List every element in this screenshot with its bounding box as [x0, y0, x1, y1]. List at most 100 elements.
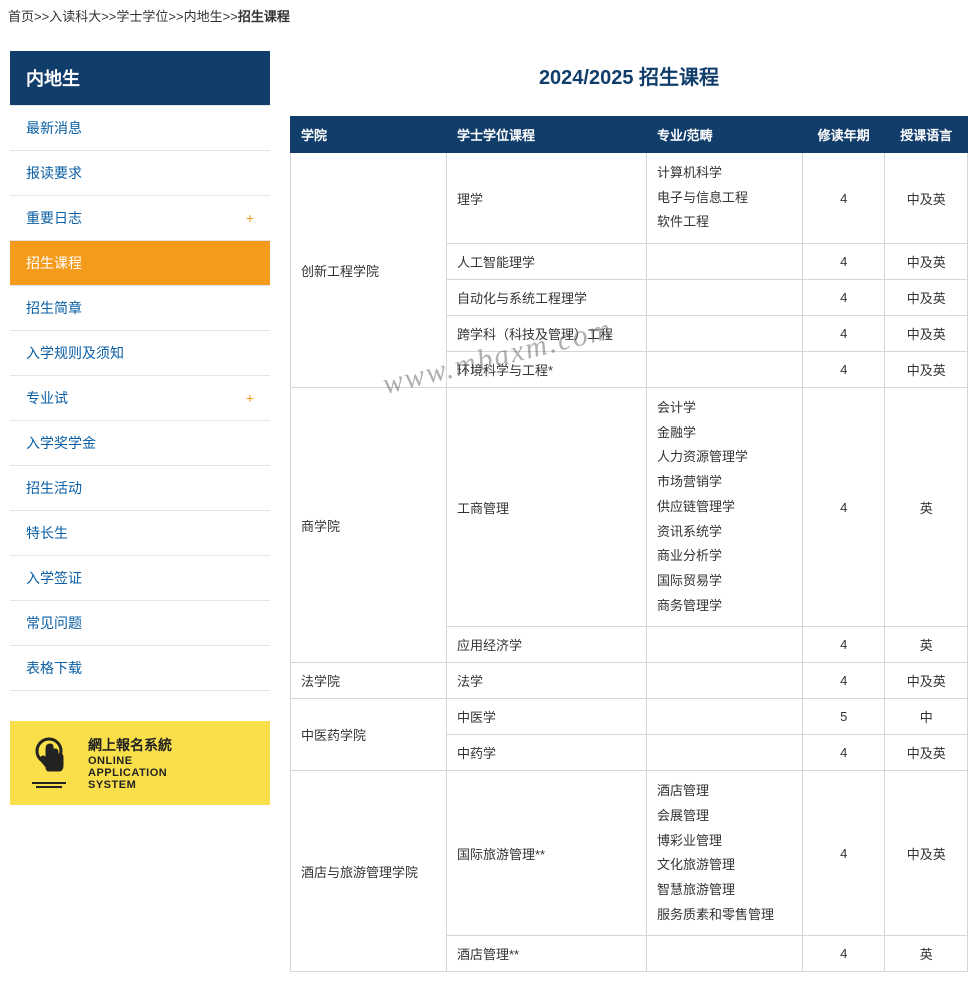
sidebar-item[interactable]: 最新消息 — [10, 105, 270, 151]
faculty-cell: 创新工程学院 — [291, 153, 447, 388]
faculty-cell: 酒店与旅游管理学院 — [291, 771, 447, 972]
language-cell: 中及英 — [885, 352, 968, 388]
major-cell: 酒店管理会展管理博彩业管理文化旅游管理智慧旅游管理服务质素和零售管理 — [646, 771, 802, 936]
sidebar-item-label: 招生简章 — [26, 298, 82, 318]
table-row: 酒店与旅游管理学院国际旅游管理**酒店管理会展管理博彩业管理文化旅游管理智慧旅游… — [291, 771, 968, 936]
table-header-cell: 学士学位课程 — [446, 117, 646, 153]
breadcrumb-link[interactable]: 内地生 — [184, 9, 223, 24]
years-cell: 5 — [802, 699, 885, 735]
sidebar-title: 内地生 — [10, 51, 270, 105]
language-cell: 中及英 — [885, 663, 968, 699]
language-cell: 中及英 — [885, 153, 968, 244]
program-cell: 国际旅游管理** — [446, 771, 646, 936]
language-cell: 英 — [885, 936, 968, 972]
major-cell — [646, 663, 802, 699]
program-cell: 环境科学与工程* — [446, 352, 646, 388]
breadcrumb-sep: >> — [168, 9, 183, 24]
sidebar-item-label: 入学奖学金 — [26, 433, 96, 453]
language-cell: 中及英 — [885, 771, 968, 936]
sidebar-item[interactable]: 报读要求 — [10, 151, 270, 196]
years-cell: 4 — [802, 388, 885, 627]
sidebar-item[interactable]: 招生活动 — [10, 466, 270, 511]
table-row: 创新工程学院理学计算机科学电子与信息工程软件工程4中及英 — [291, 153, 968, 244]
major-cell: 会计学金融学人力资源管理学市场营销学供应链管理学资讯系统学商业分析学国际贸易学商… — [646, 388, 802, 627]
years-cell: 4 — [802, 244, 885, 280]
language-cell: 英 — [885, 388, 968, 627]
major-cell — [646, 280, 802, 316]
major-cell — [646, 352, 802, 388]
program-cell: 法学 — [446, 663, 646, 699]
faculty-cell: 法学院 — [291, 663, 447, 699]
banner-line-zh: 網上報名系統 — [88, 735, 172, 755]
language-cell: 中及英 — [885, 735, 968, 771]
sidebar-item[interactable]: 专业试+ — [10, 376, 270, 421]
years-cell: 4 — [802, 663, 885, 699]
major-cell — [646, 244, 802, 280]
sidebar-item[interactable]: 招生简章 — [10, 286, 270, 331]
breadcrumb-current: 招生课程 — [238, 9, 290, 24]
years-cell: 4 — [802, 627, 885, 663]
main-container: 内地生 最新消息报读要求重要日志 + 招生课程招生简章入学规则及须知专业试+ 入学奖学… — [0, 31, 978, 982]
breadcrumb-link[interactable]: 首页 — [8, 9, 34, 24]
sidebar-item[interactable]: 表格下载 — [10, 646, 270, 691]
sidebar-item-label: 常见问题 — [26, 613, 82, 633]
years-cell: 4 — [802, 316, 885, 352]
sidebar-item[interactable]: 重要日志 + — [10, 196, 270, 241]
major-cell — [646, 316, 802, 352]
years-cell: 4 — [802, 936, 885, 972]
sidebar-item-label: 报读要求 — [26, 163, 82, 183]
sidebar-item-label: 入学签证 — [26, 568, 82, 588]
language-cell: 中 — [885, 699, 968, 735]
banner-line-en2: APPLICATION — [88, 767, 172, 779]
program-cell: 酒店管理** — [446, 936, 646, 972]
language-cell: 中及英 — [885, 280, 968, 316]
program-cell: 理学 — [446, 153, 646, 244]
program-cell: 人工智能理学 — [446, 244, 646, 280]
program-cell: 中药学 — [446, 735, 646, 771]
table-row: 法学院法学 4中及英 — [291, 663, 968, 699]
language-cell: 中及英 — [885, 316, 968, 352]
sidebar-item-label: 招生活动 — [26, 478, 82, 498]
years-cell: 4 — [802, 280, 885, 316]
table-row: 商学院工商管理会计学金融学人力资源管理学市场营销学供应链管理学资讯系统学商业分析… — [291, 388, 968, 627]
language-cell: 中及英 — [885, 244, 968, 280]
click-hand-icon — [24, 733, 74, 793]
sidebar-item-label: 招生课程 — [26, 253, 82, 273]
breadcrumb-sep: >> — [223, 9, 238, 24]
expand-icon: + — [246, 390, 254, 406]
sidebar-item[interactable]: 特长生 — [10, 511, 270, 556]
sidebar-item-label: 重要日志 — [26, 208, 82, 228]
sidebar-item-label: 表格下载 — [26, 658, 82, 678]
sidebar-item-label: 最新消息 — [26, 118, 82, 138]
program-cell: 工商管理 — [446, 388, 646, 627]
table-header-cell: 学院 — [291, 117, 447, 153]
breadcrumb-sep: >> — [34, 9, 49, 24]
sidebar-item-label: 入学规则及须知 — [26, 343, 124, 363]
faculty-cell: 中医药学院 — [291, 699, 447, 771]
sidebar-item[interactable]: 招生课程 — [10, 241, 270, 286]
major-cell — [646, 627, 802, 663]
sidebar-item[interactable]: 入学奖学金 — [10, 421, 270, 466]
years-cell: 4 — [802, 153, 885, 244]
expand-icon: + — [246, 210, 254, 226]
programs-table: 学院学士学位课程专业/范畴修读年期授课语言 创新工程学院理学计算机科学电子与信息… — [290, 116, 968, 972]
years-cell: 4 — [802, 771, 885, 936]
sidebar-item-label: 特长生 — [26, 523, 68, 543]
banner-line-en3: SYSTEM — [88, 779, 172, 791]
program-cell: 应用经济学 — [446, 627, 646, 663]
table-header-cell: 修读年期 — [802, 117, 885, 153]
major-cell — [646, 735, 802, 771]
program-cell: 跨学科（科技及管理）工程 — [446, 316, 646, 352]
table-row: 中医药学院中医学5中 — [291, 699, 968, 735]
sidebar: 内地生 最新消息报读要求重要日志 + 招生课程招生简章入学规则及须知专业试+ 入学奖学… — [10, 51, 270, 805]
online-application-banner[interactable]: 網上報名系統 ONLINE APPLICATION SYSTEM — [10, 721, 270, 805]
faculty-cell: 商学院 — [291, 388, 447, 663]
sidebar-item[interactable]: 常见问题 — [10, 601, 270, 646]
banner-line-en1: ONLINE — [88, 755, 172, 767]
page-title: 2024/2025 招生课程 — [290, 61, 968, 90]
breadcrumb-link[interactable]: 学士学位 — [116, 9, 168, 24]
sidebar-item[interactable]: 入学规则及须知 — [10, 331, 270, 376]
sidebar-item[interactable]: 入学签证 — [10, 556, 270, 601]
major-cell — [646, 699, 802, 735]
breadcrumb-link[interactable]: 入读科大 — [49, 9, 101, 24]
